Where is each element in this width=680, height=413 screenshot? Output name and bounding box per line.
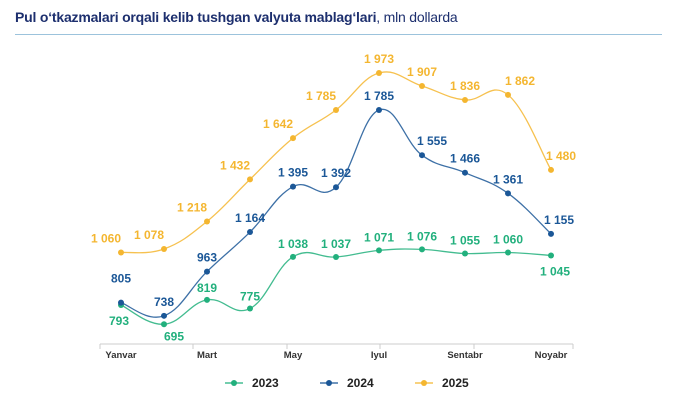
data-label-2025: 1 907: [407, 65, 437, 79]
data-label-2023: 1 037: [321, 237, 351, 251]
x-tick-label: Yanvar: [105, 350, 136, 361]
data-point-2024: [376, 106, 382, 113]
data-label-2025: 1 218: [177, 200, 207, 214]
data-point-2024: [505, 190, 511, 197]
data-point-2023: [290, 253, 296, 260]
data-label-2025: 1 078: [134, 228, 164, 242]
legend-marker-2023: [231, 380, 237, 386]
data-label-2025: 1 480: [546, 149, 576, 163]
title-bold: Pul o‘tkazmalari orqali kelib tushgan va…: [15, 9, 377, 25]
data-label-2024: 1 392: [321, 166, 351, 180]
data-point-2024: [462, 169, 468, 176]
title-unit: , mln dollarda: [376, 9, 458, 25]
data-point-2025: [419, 82, 425, 89]
data-label-2025: 1 060: [91, 232, 121, 246]
data-point-2025: [247, 176, 253, 183]
data-point-2024: [118, 299, 124, 306]
data-label-2024: 738: [154, 295, 174, 309]
data-point-2024: [161, 312, 167, 319]
data-label-2024: 1 395: [278, 166, 308, 180]
data-point-2023: [505, 249, 511, 256]
data-point-2024: [204, 268, 210, 275]
x-tick-label: Mart: [197, 350, 218, 361]
data-point-2025: [118, 249, 124, 256]
data-point-2024: [419, 152, 425, 159]
data-point-2025: [548, 166, 554, 173]
legend-label-2023: 2023: [252, 376, 279, 390]
data-label-2023: 1 076: [407, 229, 437, 243]
data-point-2023: [376, 247, 382, 254]
legend-label-2024: 2024: [347, 376, 374, 390]
data-label-2024: 1 361: [493, 172, 523, 186]
data-label-2025: 1 836: [450, 79, 480, 93]
data-point-2024: [548, 230, 554, 237]
data-point-2024: [247, 229, 253, 236]
x-tick-label: May: [284, 350, 303, 361]
data-point-2023: [462, 250, 468, 257]
data-label-2023: 775: [240, 290, 260, 304]
data-point-2023: [548, 252, 554, 259]
data-point-2025: [505, 91, 511, 98]
legend-label-2025: 2025: [442, 376, 469, 390]
chart-title: Pul o‘tkazmalari orqali kelib tushgan va…: [15, 9, 458, 25]
data-point-2023: [333, 254, 339, 261]
x-tick-label: Noyabr: [535, 350, 568, 361]
data-label-2023: 1 060: [493, 233, 523, 247]
data-label-2023: 1 071: [364, 230, 394, 244]
data-point-2025: [204, 218, 210, 225]
data-label-2023: 819: [197, 281, 217, 295]
data-label-2023: 1 055: [450, 233, 480, 247]
data-point-2023: [204, 296, 210, 303]
data-label-2024: 1 155: [544, 213, 574, 227]
data-point-2023: [419, 246, 425, 253]
data-point-2025: [161, 245, 167, 252]
data-point-2024: [333, 184, 339, 191]
legend-marker-2024: [326, 380, 332, 386]
data-label-2024: 1 555: [417, 134, 447, 148]
title-divider: [15, 34, 662, 35]
series-line-2023: [120, 248, 552, 325]
data-label-2024: 1 466: [450, 152, 480, 166]
data-label-2025: 1 785: [306, 89, 336, 103]
data-label-2024: 1 164: [235, 211, 265, 225]
data-point-2024: [290, 183, 296, 190]
data-point-2025: [333, 106, 339, 113]
data-label-2023: 793: [109, 314, 129, 328]
data-label-2023: 1 038: [278, 237, 308, 251]
data-label-2025: 1 862: [505, 74, 535, 88]
data-label-2024: 963: [197, 251, 217, 265]
data-label-2024: 1 785: [364, 89, 394, 103]
data-label-2023: 1 045: [540, 264, 570, 278]
data-point-2023: [247, 305, 253, 312]
data-label-2024: 805: [111, 272, 131, 286]
data-label-2025: 1 432: [220, 158, 250, 172]
x-tick-label: Sentabr: [447, 350, 483, 361]
legend-marker-2025: [421, 380, 427, 386]
x-tick-label: Iyul: [371, 350, 387, 361]
data-label-2023: 695: [164, 329, 184, 343]
data-point-2023: [161, 321, 167, 328]
data-point-2025: [376, 70, 382, 77]
data-label-2025: 1 973: [364, 52, 394, 66]
data-point-2025: [290, 135, 296, 142]
data-label-2025: 1 642: [263, 117, 293, 131]
data-point-2025: [462, 96, 468, 103]
